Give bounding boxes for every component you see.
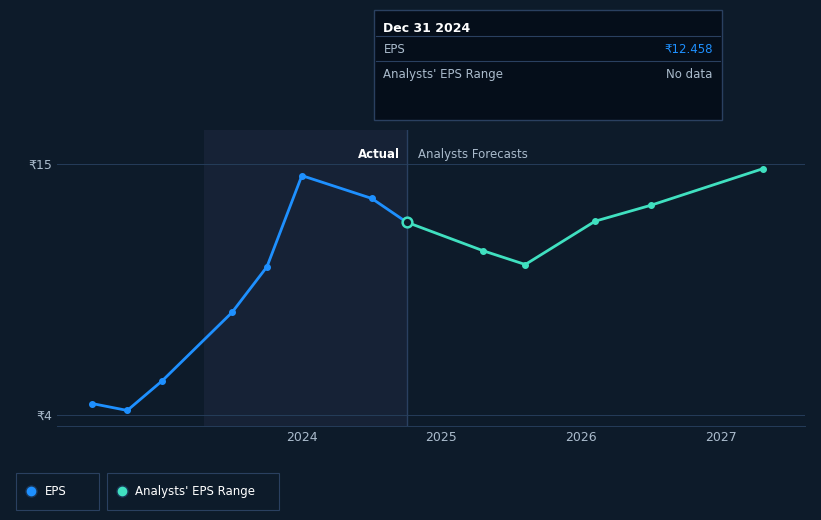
Bar <box>204 130 406 426</box>
Text: Analysts' EPS Range: Analysts' EPS Range <box>135 485 255 498</box>
Text: No data: No data <box>667 68 713 81</box>
Text: Dec 31 2024: Dec 31 2024 <box>383 22 470 35</box>
Text: Analysts Forecasts: Analysts Forecasts <box>418 148 528 161</box>
Text: EPS: EPS <box>383 43 405 56</box>
Text: Analysts' EPS Range: Analysts' EPS Range <box>383 68 503 81</box>
Text: ₹12.458: ₹12.458 <box>664 43 713 56</box>
Text: Actual: Actual <box>358 148 400 161</box>
Text: EPS: EPS <box>45 485 67 498</box>
